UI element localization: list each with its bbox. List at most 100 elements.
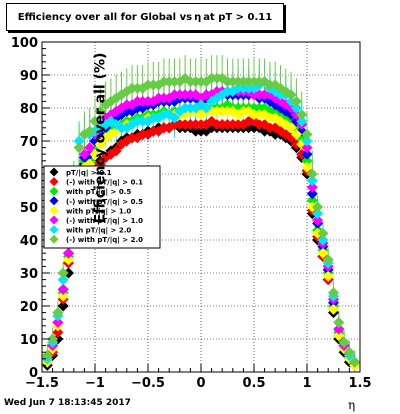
data-point	[285, 122, 297, 134]
data-point	[57, 300, 69, 312]
data-point	[73, 142, 85, 154]
y-tick-label: 100	[11, 36, 38, 51]
data-point	[333, 323, 345, 335]
x-tick-label: −1.5	[25, 376, 59, 391]
data-point	[57, 290, 69, 302]
data-point	[110, 145, 122, 157]
data-point	[333, 317, 345, 328]
data-point	[322, 270, 334, 282]
title-eta-symbol: η	[194, 11, 202, 23]
legend-marker	[49, 215, 59, 225]
data-point	[296, 109, 308, 121]
legend-marker	[49, 196, 59, 206]
legend-label: (-) with pT/|q| > 0.1	[66, 179, 143, 188]
data-point	[285, 89, 297, 101]
data-point	[317, 227, 329, 239]
data-point	[84, 125, 96, 137]
data-point	[52, 317, 64, 328]
legend-marker	[49, 234, 59, 244]
data-point	[63, 247, 74, 259]
y-tick-label: 40	[20, 234, 38, 249]
data-point	[57, 274, 69, 286]
data-point	[338, 336, 350, 348]
x-tick-label: 1	[302, 376, 311, 391]
x-tick-label: −0.5	[131, 376, 165, 391]
data-point	[322, 254, 334, 266]
data-point	[306, 175, 318, 187]
data-point	[47, 333, 59, 345]
chart-title: Efficiency over all for Global vs η at p…	[6, 3, 284, 31]
y-tick-label: 10	[20, 333, 38, 348]
legend-marker	[49, 205, 59, 215]
data-point	[333, 330, 345, 342]
data-point	[290, 95, 302, 107]
data-point	[301, 161, 313, 173]
y-tick-label: 80	[20, 102, 38, 117]
data-point	[312, 201, 324, 213]
data-point	[89, 148, 101, 160]
data-point	[328, 303, 339, 315]
data-point	[41, 350, 53, 361]
y-tick-label: 30	[20, 267, 38, 282]
x-axis-label: η	[348, 398, 356, 412]
data-point	[57, 267, 69, 279]
footer-timestamp: Wed Jun 7 18:13:45 2017	[4, 398, 131, 408]
data-point	[328, 287, 339, 299]
data-point	[94, 138, 106, 150]
data-point	[84, 142, 96, 154]
data-point	[349, 356, 361, 368]
data-point	[306, 181, 318, 193]
data-point	[301, 128, 313, 140]
x-tick-label: 0	[196, 376, 205, 391]
title-main: Efficiency over all for Global vs	[17, 11, 193, 23]
legend-label: (-) with pT/|q| > 2.0	[66, 236, 143, 245]
legend-label: with pT/|q| > 1.0	[66, 207, 131, 216]
legend-label: pT/|q| > 0.1	[66, 169, 112, 178]
data-point	[343, 346, 355, 358]
data-point	[312, 208, 324, 220]
data-point	[301, 142, 313, 154]
legend-label: with pT/|q| > 0.5	[66, 188, 131, 197]
data-point	[73, 135, 85, 147]
data-point	[290, 128, 302, 140]
y-tick-label: 0	[29, 366, 38, 381]
title-tail: at pT > 0.11	[203, 11, 273, 23]
x-tick-label: 0.5	[242, 376, 265, 391]
data-point	[312, 214, 324, 226]
data-point	[301, 135, 313, 147]
data-point	[301, 155, 313, 167]
data-point	[296, 115, 308, 127]
y-tick-label: 20	[20, 300, 38, 315]
data-point	[317, 247, 329, 259]
legend-box	[43, 165, 161, 249]
data-point	[306, 188, 318, 200]
data-point	[290, 102, 302, 114]
data-point	[57, 284, 69, 295]
y-tick-label: 90	[20, 69, 38, 84]
data-point	[52, 326, 64, 338]
y-tick-label: 70	[20, 135, 38, 150]
x-tick-label: 1.5	[348, 376, 371, 391]
data-point	[63, 254, 74, 266]
data-point	[306, 168, 318, 180]
data-point	[52, 307, 64, 319]
legend-marker	[49, 186, 59, 196]
data-point	[89, 115, 101, 127]
data-point	[301, 148, 313, 160]
y-tick-label: 50	[20, 201, 38, 216]
legend-label: (-) with pT/|q| > 1.0	[66, 217, 143, 226]
data-point	[200, 102, 212, 114]
data-point	[306, 194, 318, 206]
data-points	[41, 72, 361, 371]
legend-marker	[49, 177, 59, 187]
legend-marker	[49, 225, 59, 235]
legend-marker	[49, 167, 59, 177]
data-point	[78, 148, 90, 160]
data-point	[317, 234, 329, 246]
y-axis-label: Efficiency over all (%)	[92, 52, 109, 224]
data-point	[94, 105, 106, 117]
y-tick-label: 60	[20, 168, 38, 183]
tick-labels: −1.5 −1 −0.5 0 0.5 1 1.5 0 10 20 30 40 50 60 70 80 90 100	[11, 36, 372, 391]
